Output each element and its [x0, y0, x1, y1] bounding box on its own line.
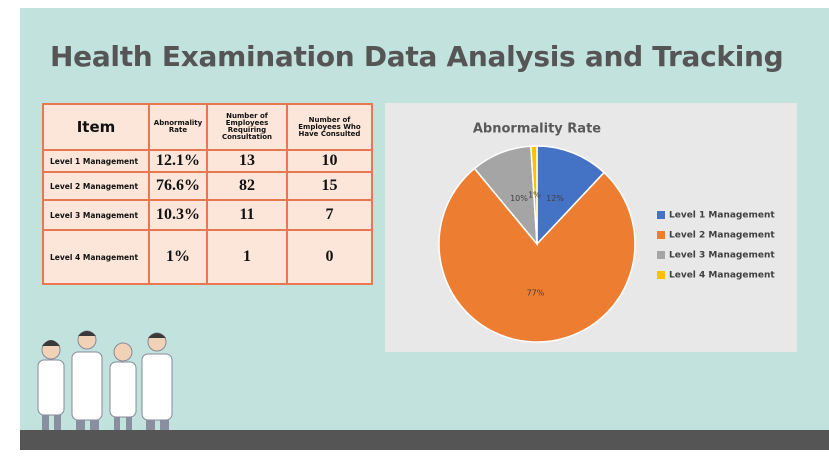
data-label: 1%: [528, 191, 541, 200]
cell: Level 2 Management: [42, 171, 150, 201]
row: Level 3 Management 10.3% 11 7: [42, 199, 373, 231]
cell: 82: [206, 171, 288, 201]
cell: 11: [206, 199, 288, 231]
cell: 10.3%: [148, 199, 208, 231]
pie-slice: [438, 167, 636, 343]
chart-area: Abnormality Rate 12% 77% 10% 1% Level 1 Mana…: [385, 103, 797, 352]
data-label: 10%: [510, 194, 528, 203]
cell: 1: [206, 229, 288, 285]
chart: Abnormality Rate 12% 77% 10% 1% Level 1 Mana…: [438, 122, 775, 343]
legend-label: Level 3 Management: [669, 251, 775, 261]
cell: 15: [286, 171, 373, 201]
row: Level 2 Management 76.6% 82 15: [42, 171, 373, 201]
header-cell: Number of Employees Requiring Consultati…: [206, 103, 288, 151]
cell: Level 3 Management: [42, 199, 150, 231]
data-label: 12%: [546, 194, 564, 203]
cell: 10: [286, 149, 373, 173]
bottom-band: [20, 430, 829, 450]
header-cell: Item: [42, 103, 150, 151]
header-row: Item Abnormality Rate Number of Employee…: [42, 103, 373, 151]
title: Health Examination Data Analysis and Tra…: [50, 40, 784, 73]
legend-label: Level 4 Management: [669, 271, 775, 281]
cell: 0: [286, 229, 373, 285]
header-cell: Abnormality Rate: [148, 103, 208, 151]
legend-swatch: [657, 251, 665, 259]
pie-slice: [530, 145, 538, 245]
legend-label: Level 2 Management: [669, 231, 775, 241]
cell: Level 1 Management: [42, 149, 150, 173]
legend-swatch: [657, 231, 665, 239]
slide: Health Examination Data Analysis and Tra…: [20, 8, 829, 450]
doctors-illustration: [37, 330, 173, 436]
data-label: 77%: [527, 288, 545, 297]
cell: 12.1%: [148, 149, 208, 173]
legend-swatch: [657, 211, 665, 219]
row: Level 4 Management 1% 1 0: [42, 229, 373, 285]
cell: Level 4 Management: [42, 229, 150, 285]
data-table: Item Abnormality Rate Number of Employee…: [42, 103, 373, 285]
cell: 1%: [148, 229, 208, 285]
legend-swatch: [657, 271, 665, 279]
header-cell: Number of Employees Who Have Consulted: [286, 103, 373, 151]
cell: 76.6%: [148, 171, 208, 201]
cell: 7: [286, 199, 373, 231]
cell: 13: [206, 149, 288, 173]
legend-label: Level 1 Management: [669, 211, 775, 221]
pie-slice: [536, 145, 606, 246]
chart-title: Abnormality Rate: [473, 122, 601, 137]
row: Level 1 Management 12.1% 13 10: [42, 149, 373, 173]
